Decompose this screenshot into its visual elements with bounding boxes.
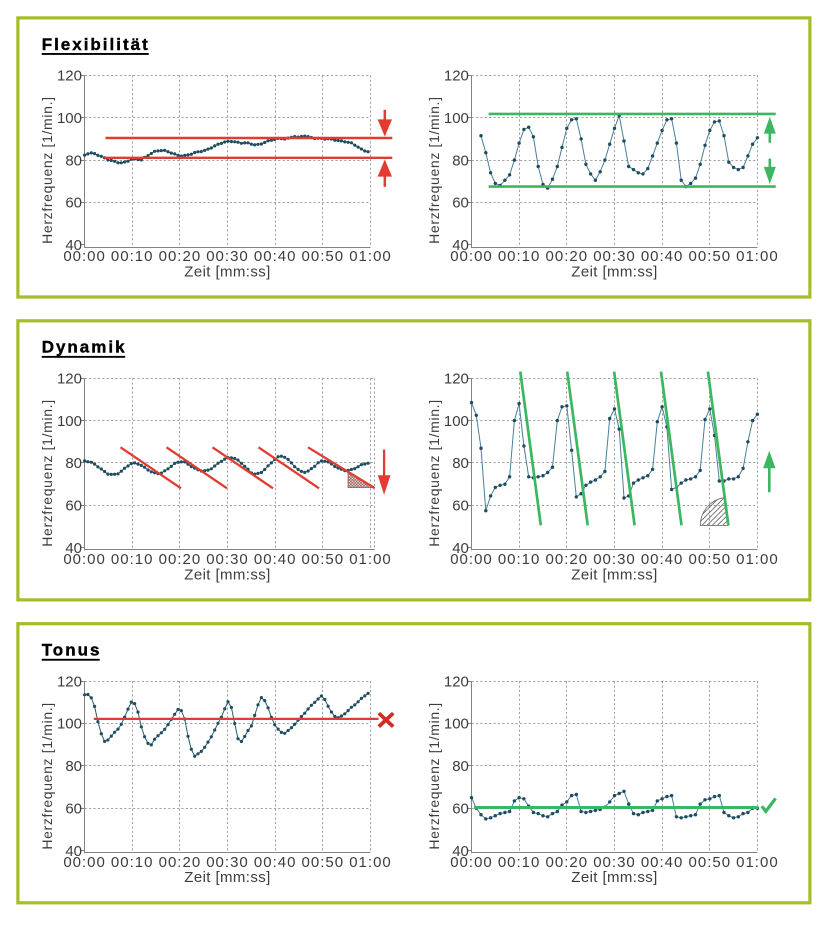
svg-text:60: 60 [65,801,82,818]
svg-text:Zeit [mm:ss]: Zeit [mm:ss] [184,566,270,583]
svg-text:120: 120 [444,68,469,85]
svg-text:Flexibilität: Flexibilität [42,35,150,54]
svg-text:00:50: 00:50 [689,854,732,871]
svg-text:40: 40 [452,237,469,254]
svg-text:00:10: 00:10 [111,248,154,265]
svg-text:40: 40 [452,540,469,557]
svg-text:80: 80 [65,455,82,472]
svg-text:01:00: 01:00 [349,854,392,871]
svg-text:00:10: 00:10 [111,854,154,871]
svg-text:100: 100 [57,413,82,430]
svg-text:120: 120 [444,673,469,690]
svg-text:00:50: 00:50 [302,551,345,568]
svg-text:00:30: 00:30 [206,248,249,265]
svg-text:60: 60 [452,801,469,818]
svg-text:100: 100 [444,716,469,733]
svg-text:00:00: 00:00 [63,551,106,568]
svg-text:80: 80 [65,758,82,775]
svg-text:00:20: 00:20 [546,854,589,871]
svg-text:00:30: 00:30 [593,551,636,568]
svg-text:40: 40 [65,843,82,860]
svg-text:40: 40 [65,237,82,254]
svg-text:Herzfrequenz [1/min.]: Herzfrequenz [1/min.] [39,399,55,546]
svg-text:100: 100 [57,716,82,733]
svg-text:01:00: 01:00 [349,248,392,265]
svg-text:00:40: 00:40 [641,248,684,265]
svg-text:40: 40 [452,843,469,860]
svg-text:00:00: 00:00 [450,854,493,871]
svg-text:01:00: 01:00 [349,551,392,568]
svg-text:120: 120 [57,370,82,387]
svg-text:01:00: 01:00 [736,854,779,871]
svg-text:Zeit [mm:ss]: Zeit [mm:ss] [571,869,657,886]
svg-text:00:20: 00:20 [546,248,589,265]
svg-text:00:40: 00:40 [641,551,684,568]
svg-text:60: 60 [65,498,82,515]
svg-text:80: 80 [452,758,469,775]
svg-text:00:20: 00:20 [159,854,202,871]
svg-text:00:00: 00:00 [450,551,493,568]
svg-text:00:40: 00:40 [641,854,684,871]
svg-text:Herzfrequenz [1/min.]: Herzfrequenz [1/min.] [39,702,55,849]
svg-text:00:20: 00:20 [159,248,202,265]
svg-text:00:50: 00:50 [302,248,345,265]
svg-text:00:10: 00:10 [498,248,541,265]
svg-text:80: 80 [452,152,469,169]
svg-text:00:40: 00:40 [254,551,297,568]
svg-text:80: 80 [65,152,82,169]
svg-text:00:00: 00:00 [63,248,106,265]
svg-text:00:20: 00:20 [159,551,202,568]
svg-text:00:30: 00:30 [593,248,636,265]
svg-text:00:10: 00:10 [111,551,154,568]
svg-text:Herzfrequenz [1/min.]: Herzfrequenz [1/min.] [426,96,442,243]
svg-text:00:30: 00:30 [206,551,249,568]
svg-text:100: 100 [444,413,469,430]
svg-text:Dynamik: Dynamik [42,338,127,357]
svg-text:00:50: 00:50 [302,854,345,871]
svg-text:Herzfrequenz [1/min.]: Herzfrequenz [1/min.] [426,702,442,849]
svg-text:60: 60 [452,498,469,515]
svg-text:100: 100 [57,110,82,127]
svg-text:120: 120 [444,370,469,387]
svg-text:00:30: 00:30 [593,854,636,871]
svg-text:60: 60 [452,195,469,212]
svg-text:00:10: 00:10 [498,854,541,871]
svg-text:00:10: 00:10 [498,551,541,568]
svg-text:Zeit [mm:ss]: Zeit [mm:ss] [571,566,657,583]
svg-text:Herzfrequenz [1/min.]: Herzfrequenz [1/min.] [39,96,55,243]
svg-text:Zeit [mm:ss]: Zeit [mm:ss] [184,263,270,280]
svg-text:Tonus: Tonus [42,641,102,660]
svg-text:00:50: 00:50 [689,551,732,568]
svg-text:00:20: 00:20 [546,551,589,568]
svg-text:60: 60 [65,195,82,212]
svg-text:40: 40 [65,540,82,557]
svg-text:120: 120 [57,68,82,85]
svg-text:00:40: 00:40 [254,248,297,265]
svg-text:00:30: 00:30 [206,854,249,871]
svg-text:Zeit [mm:ss]: Zeit [mm:ss] [184,869,270,886]
svg-text:00:40: 00:40 [254,854,297,871]
svg-text:Herzfrequenz [1/min.]: Herzfrequenz [1/min.] [426,399,442,546]
svg-text:00:00: 00:00 [63,854,106,871]
svg-text:80: 80 [452,455,469,472]
svg-text:00:00: 00:00 [450,248,493,265]
svg-text:120: 120 [57,673,82,690]
svg-text:01:00: 01:00 [736,551,779,568]
svg-text:00:50: 00:50 [689,248,732,265]
svg-text:Zeit [mm:ss]: Zeit [mm:ss] [571,263,657,280]
svg-text:01:00: 01:00 [736,248,779,265]
svg-text:100: 100 [444,110,469,127]
